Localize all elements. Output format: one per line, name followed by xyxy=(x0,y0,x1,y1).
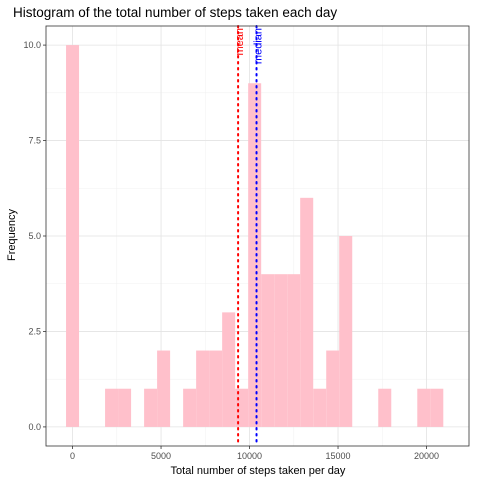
histogram-bar xyxy=(261,274,275,427)
histogram-bar xyxy=(326,350,340,427)
histogram-bar xyxy=(274,274,288,427)
x-axis-label: Total number of steps taken per day xyxy=(171,465,346,477)
y-tick-label: 7.5 xyxy=(28,136,41,146)
histogram-bar xyxy=(209,350,223,427)
reference-lines: mean median xyxy=(234,25,265,447)
histogram-bar xyxy=(313,388,327,427)
y-tick-label: 10.0 xyxy=(23,40,41,50)
histogram-bar xyxy=(300,197,314,427)
histogram-bar xyxy=(118,388,132,427)
y-axis-label: Frequency xyxy=(6,209,18,261)
x-tick-label: 20000 xyxy=(414,451,439,461)
histogram-bar xyxy=(339,236,353,427)
histogram-bar xyxy=(222,312,236,427)
histogram-bar xyxy=(66,45,80,427)
histogram-bar xyxy=(235,388,249,427)
histogram-bar xyxy=(105,388,119,427)
mean-label: mean xyxy=(234,28,246,56)
x-tick-label: 10000 xyxy=(237,451,262,461)
histogram-bar xyxy=(157,350,171,427)
x-axis-ticks: 0 5000 10000 15000 20000 xyxy=(70,446,439,461)
y-tick-label: 5.0 xyxy=(28,231,41,241)
histogram-bar xyxy=(183,388,197,427)
histogram-bar xyxy=(430,388,444,427)
y-tick-label: 2.5 xyxy=(28,326,41,336)
histogram-bar xyxy=(378,388,392,427)
histogram-bar xyxy=(196,350,210,427)
y-axis-ticks: 0.0 2.5 5.0 7.5 10.0 xyxy=(23,40,46,432)
median-label: median xyxy=(253,28,265,64)
x-tick-label: 0 xyxy=(70,451,75,461)
histogram-bar xyxy=(144,388,158,427)
x-tick-label: 15000 xyxy=(326,451,351,461)
y-tick-label: 0.0 xyxy=(28,422,41,432)
histogram-bar xyxy=(287,274,301,427)
histogram-bars xyxy=(66,45,444,427)
chart-title: Histogram of the total number of steps t… xyxy=(13,5,337,20)
histogram-bar xyxy=(417,388,431,427)
x-tick-label: 5000 xyxy=(151,451,171,461)
histogram-bar xyxy=(248,83,262,427)
